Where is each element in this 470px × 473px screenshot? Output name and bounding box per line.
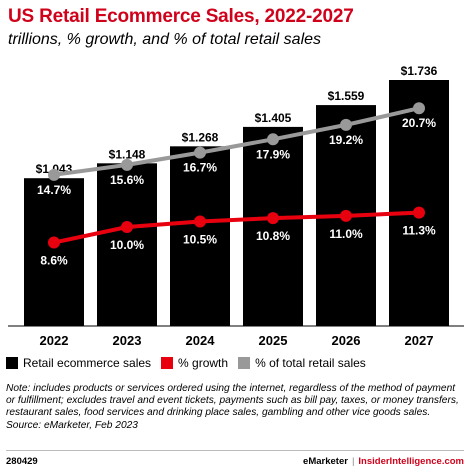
share-label: 20.7% — [402, 116, 436, 130]
bar-value-label: $1.268 — [182, 130, 219, 144]
growth-label: 10.0% — [110, 238, 144, 252]
legend-item-share: % of total retail sales — [238, 356, 366, 370]
chart-id: 280429 — [6, 456, 38, 467]
bar — [389, 80, 449, 326]
share-point — [413, 102, 425, 115]
growth-label: 10.5% — [183, 232, 217, 246]
legend-label-growth: % growth — [178, 356, 229, 370]
bar-value-label: $1.405 — [255, 111, 292, 125]
bar — [97, 163, 157, 326]
share-label: 16.7% — [183, 161, 217, 175]
chart-note: Note: includes products or services orde… — [6, 383, 464, 432]
brand-site[interactable]: InsiderIntelligence.com — [358, 456, 464, 467]
chart-title: US Retail Ecommerce Sales, 2022-2027 — [8, 6, 354, 27]
brand-separator: | — [351, 456, 355, 467]
bar-value-label: $1.736 — [401, 64, 438, 78]
bar-value-label: $1.148 — [109, 147, 146, 161]
bar — [243, 126, 303, 326]
x-tick-label: 2026 — [332, 333, 361, 348]
footer-divider — [6, 450, 464, 451]
share-label: 14.7% — [37, 183, 71, 197]
share-point — [194, 146, 206, 159]
bar-value-label: $1.559 — [328, 89, 365, 103]
bar — [24, 178, 84, 326]
growth-point — [340, 209, 352, 222]
share-point — [48, 168, 60, 181]
growth-label: 11.3% — [402, 224, 436, 238]
share-label: 19.2% — [329, 133, 363, 147]
note-text: Note: includes products or services orde… — [6, 383, 459, 419]
share-point — [267, 133, 279, 146]
share-point — [121, 158, 133, 171]
legend-swatch-share — [238, 357, 251, 369]
legend-label-sales: Retail ecommerce sales — [23, 356, 152, 370]
growth-label: 10.8% — [256, 229, 290, 243]
growth-point — [267, 212, 279, 225]
chart-legend: Retail ecommerce sales % growth % of tot… — [6, 355, 376, 371]
legend-item-sales: Retail ecommerce sales — [6, 356, 151, 370]
growth-point — [48, 236, 60, 249]
legend-item-growth: % growth — [161, 356, 228, 370]
growth-point — [194, 215, 206, 228]
growth-line — [53, 210, 420, 245]
brand-name: eMarketer — [303, 456, 348, 467]
bar — [170, 146, 230, 326]
growth-point — [413, 206, 425, 219]
x-tick-label: 2022 — [40, 333, 69, 348]
chart-subtitle: trillions, % growth, and % of total reta… — [8, 31, 322, 48]
share-label: 17.9% — [256, 147, 290, 161]
growth-point — [121, 221, 133, 233]
x-tick-label: 2023 — [113, 333, 142, 348]
legend-swatch-growth — [161, 357, 174, 369]
footer-brand: eMarketer | InsiderIntelligence.com — [303, 456, 464, 467]
x-tick-label: 2025 — [259, 333, 288, 348]
legend-label-share: % of total retail sales — [255, 356, 366, 370]
share-point — [340, 118, 352, 131]
growth-label: 11.0% — [329, 227, 363, 241]
legend-swatch-sales — [6, 357, 18, 369]
share-line — [53, 106, 420, 177]
x-tick-label: 2027 — [405, 333, 434, 348]
share-label: 15.6% — [110, 173, 144, 187]
source-text: Source: eMarketer, Feb 2023 — [6, 419, 138, 431]
growth-label: 8.6% — [40, 254, 68, 268]
x-tick-label: 2024 — [186, 333, 216, 348]
chart-plot: $1.0432022$1.1482023$1.2682024$1.4052025… — [8, 64, 464, 348]
